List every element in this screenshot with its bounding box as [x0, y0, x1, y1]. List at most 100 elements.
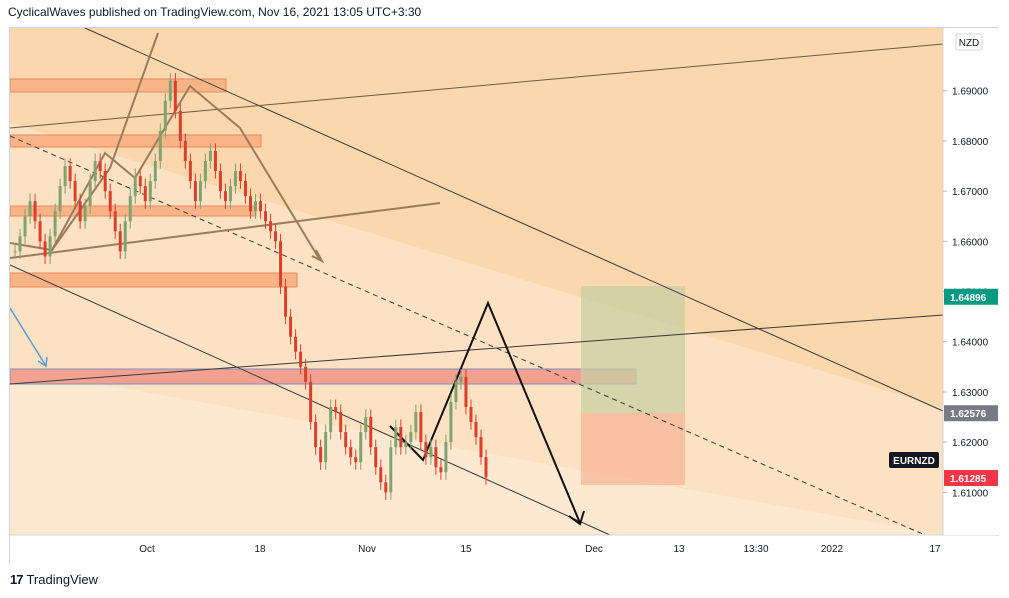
candle-body: [58, 186, 62, 212]
dashed-midline: [10, 135, 926, 536]
price-label-box: [944, 288, 998, 305]
candle-body: [93, 161, 97, 182]
target-profit-box: [581, 286, 685, 413]
projection-arrow-head: [568, 510, 585, 526]
candle-body: [113, 211, 117, 232]
candle-body: [243, 181, 247, 197]
candle-body: [133, 176, 137, 197]
candle-body: [439, 467, 443, 473]
tradingview-footer: 17 TradingView: [10, 572, 98, 587]
candle-body: [399, 427, 403, 448]
resistance-zone-3: [10, 205, 257, 217]
candle-body: [264, 211, 268, 222]
candle-body: [329, 406, 333, 433]
candle-body: [118, 231, 122, 252]
currency-label: NZD: [959, 38, 980, 49]
y-tick-label: 1.66000: [952, 237, 989, 248]
candle-body: [254, 201, 258, 212]
candle-body: [334, 406, 338, 413]
chart-frame[interactable]: 1.690001.680001.670001.660001.650001.640…: [9, 27, 999, 565]
mid-rising-line: [10, 314, 944, 385]
price-label-box: [944, 405, 998, 422]
candle-body: [379, 467, 383, 483]
blue-arrow: [10, 307, 47, 367]
candle-body: [349, 447, 353, 458]
candle-body: [23, 216, 27, 237]
candle-body: [414, 412, 418, 433]
candle-body: [183, 140, 187, 162]
candle-body: [314, 422, 318, 448]
resistance-zone-1: [10, 78, 227, 93]
y-tick-label: 1.69000: [952, 87, 989, 98]
candle-body: [78, 201, 82, 222]
candle-body: [238, 171, 242, 182]
y-axis-panel: [944, 28, 999, 535]
candle-body: [13, 251, 17, 253]
candle-body: [359, 432, 363, 463]
candle-body: [474, 422, 478, 438]
candle-body: [48, 236, 52, 257]
x-tick-label: 2022: [821, 544, 844, 555]
candle-body: [409, 432, 413, 443]
candle-body: [454, 381, 458, 402]
candle-body: [469, 406, 473, 423]
tradingview-brand: TradingView: [26, 572, 99, 587]
candle-body: [38, 221, 42, 242]
candle-body: [274, 231, 278, 242]
candle-body: [269, 221, 273, 232]
tradingview-logo-icon: 17: [10, 572, 24, 587]
candle-body: [374, 447, 378, 468]
candle-body: [344, 432, 348, 448]
currency-box[interactable]: [955, 33, 983, 51]
candle-body: [123, 221, 127, 252]
candle-body: [339, 412, 343, 433]
candle-body: [73, 181, 77, 202]
candle-body: [233, 171, 237, 187]
x-tick-label: 18: [254, 544, 266, 555]
price-chart[interactable]: 1.690001.680001.670001.660001.650001.640…: [10, 28, 999, 565]
candle-body: [404, 442, 408, 448]
candle-body: [63, 166, 67, 187]
candle-body: [223, 191, 227, 202]
y-tick-label: 1.67000: [952, 187, 989, 198]
candle-body: [434, 447, 438, 468]
x-tick-label: Dec: [585, 544, 603, 555]
candle-body: [158, 130, 162, 162]
candle-body: [193, 181, 197, 202]
x-axis-ticks: Oct 18 Nov 15 Dec 13 13:30 2022 17: [139, 544, 941, 555]
candle-body: [53, 211, 57, 237]
candle-body: [208, 150, 212, 162]
brown-trendline: [10, 202, 441, 259]
symbol-label: EURNZD: [893, 456, 935, 467]
candle-body: [138, 176, 142, 187]
candle-body: [364, 417, 368, 433]
channel-zone-lower: [10, 368, 943, 535]
candle-body: [384, 482, 388, 493]
x-tick-label: 13:30: [743, 544, 768, 555]
candle-body: [479, 437, 483, 458]
candle-body: [198, 181, 202, 202]
symbol-tag[interactable]: [889, 452, 939, 468]
candle-body: [294, 336, 298, 352]
candle-body: [284, 286, 288, 317]
y-tick-label: 1.61000: [952, 488, 989, 499]
candle-body: [43, 241, 47, 257]
candle-body: [68, 166, 72, 182]
candle-body: [429, 447, 433, 458]
candle-body: [304, 366, 308, 382]
y-tick-label: 1.62000: [952, 438, 989, 449]
candle-body: [88, 181, 92, 207]
candle-body: [354, 457, 358, 463]
candle-body: [319, 447, 323, 463]
candle-body: [484, 457, 488, 478]
candle-body: [249, 196, 252, 212]
candle-body: [103, 171, 107, 192]
candle-body: [98, 161, 102, 172]
x-tick-label: 13: [673, 544, 685, 555]
candle-body: [143, 186, 147, 202]
x-tick-label: 17: [929, 544, 941, 555]
candle-body: [424, 442, 428, 458]
candle-body: [178, 110, 182, 141]
candle-body: [188, 161, 192, 182]
candle-body: [33, 201, 37, 222]
